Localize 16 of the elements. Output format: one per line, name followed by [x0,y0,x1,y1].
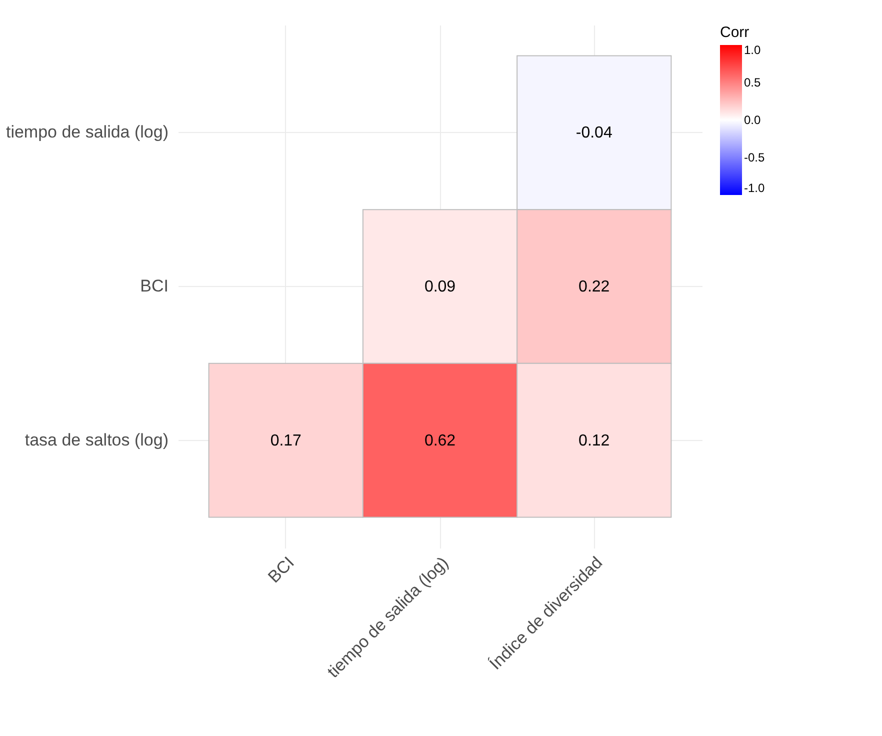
color-bar-label: 0.5 [744,76,762,90]
color-bar-label: -1.0 [744,181,766,195]
y-tick-label: BCI [140,276,168,296]
data-label: 0.62 [424,432,456,450]
data-label: -0.04 [576,124,612,142]
data-label: 0.17 [270,432,302,450]
color-bar-label: 0.0 [744,113,762,127]
legend-title: Corr [720,24,750,41]
x-tick-label: BCI [264,553,298,587]
data-label: 0.12 [578,432,610,450]
color-bar-label: -0.5 [744,150,766,164]
y-tick-label: tiempo de salida (log) [6,122,168,142]
color-bar-label: 1.0 [744,43,762,57]
data-label: 0.22 [578,278,610,296]
data-label: 0.09 [424,278,456,296]
y-tick-label: tasa de saltos (log) [24,430,168,450]
